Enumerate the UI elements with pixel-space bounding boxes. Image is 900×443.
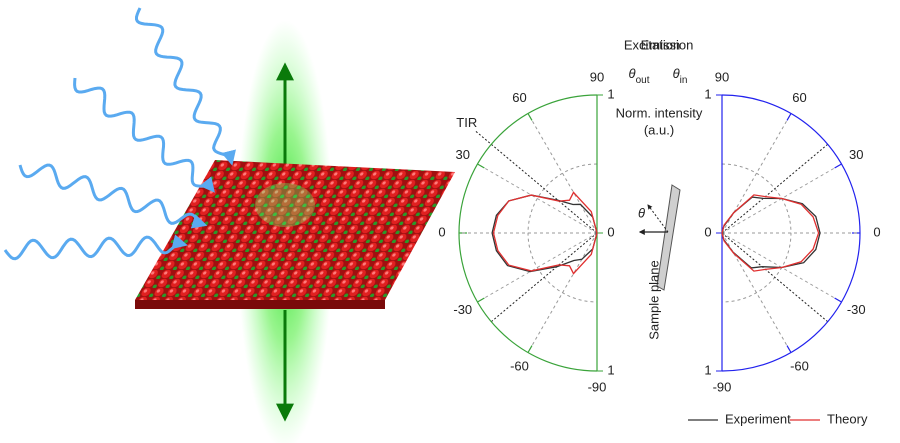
tir-line — [490, 232, 598, 323]
angle-tick — [786, 345, 792, 353]
angle-arrow — [647, 204, 669, 233]
annotation: TIR — [456, 115, 477, 130]
radial-tick-label: 1 — [704, 86, 711, 101]
tir-line — [475, 131, 598, 234]
radial-label: (a.u.) — [644, 122, 674, 137]
angle-tick-label: 30 — [456, 147, 470, 162]
grid-spoke — [477, 232, 598, 303]
angle-symbol: θ — [673, 66, 680, 81]
illustration — [3, 7, 455, 443]
angle-tick-label: 90 — [715, 69, 729, 84]
angle-tick-label: 60 — [792, 90, 806, 105]
grid-spoke — [721, 113, 792, 234]
legend-label: Theory — [827, 411, 868, 426]
angle-tick — [786, 113, 792, 121]
grid-circle — [721, 163, 792, 303]
radial-tick-label: 1 — [704, 362, 711, 377]
angle-tick-label: 30 — [849, 147, 863, 162]
grid-spoke — [477, 163, 598, 234]
radial-tick-label: 1 — [607, 362, 614, 377]
chart-title: Excitation — [624, 37, 680, 52]
legend-label: Experiment — [725, 411, 791, 426]
sample-plate — [656, 184, 681, 291]
light-wave — [18, 163, 208, 229]
light-wave — [3, 234, 188, 261]
angle-tick-label: 60 — [512, 90, 526, 105]
tir-line — [721, 232, 829, 323]
inset-label: Sample plane — [646, 260, 661, 340]
radial-tick-label: 0 — [607, 224, 614, 239]
angle-tick-label: -90 — [713, 379, 732, 394]
radial-tick-label: 0 — [704, 224, 711, 239]
grid-spoke — [527, 113, 598, 234]
grid-circle — [527, 163, 598, 303]
lattice-side — [135, 300, 385, 309]
angle-tick-label: 0 — [873, 224, 880, 239]
angle-label: θout — [629, 66, 650, 85]
angle-tick — [834, 163, 842, 169]
angle-tick — [527, 345, 533, 353]
angle-symbol: θ — [629, 66, 636, 81]
light-wave — [135, 7, 236, 166]
angle-tick-label: -30 — [453, 302, 472, 317]
angle-label: θin — [673, 66, 688, 85]
inset-symbol: θ — [638, 205, 645, 220]
sample-inset: θ Sample plane — [638, 184, 681, 340]
angle-subscript: in — [680, 75, 688, 86]
angle-tick-label: -90 — [588, 379, 607, 394]
grid-spoke — [527, 232, 598, 353]
angle-tick — [834, 297, 842, 303]
angle-tick-label: -60 — [790, 359, 809, 374]
lattice — [135, 160, 455, 300]
series-line — [492, 191, 598, 275]
angle-tick-label: 0 — [438, 224, 445, 239]
angle-tick — [477, 297, 485, 303]
angle-tick — [477, 163, 485, 169]
series-line — [721, 194, 820, 272]
radial-label: Norm. intensity — [616, 105, 703, 120]
angle-axis — [721, 94, 861, 372]
chart-title: Emission — [641, 37, 694, 52]
light-wave — [73, 77, 215, 193]
radial-tick-label: 1 — [607, 86, 614, 101]
tir-line — [721, 143, 829, 234]
angle-tick-label: 90 — [590, 69, 604, 84]
angle-tick-label: -30 — [847, 302, 866, 317]
angle-axis — [458, 94, 598, 372]
angle-subscript: out — [636, 75, 650, 86]
series-line — [491, 194, 598, 273]
angle-tick — [527, 113, 533, 121]
grid-spoke — [721, 232, 792, 353]
angle-tick-label: -60 — [510, 359, 529, 374]
glow-spot — [255, 183, 315, 227]
